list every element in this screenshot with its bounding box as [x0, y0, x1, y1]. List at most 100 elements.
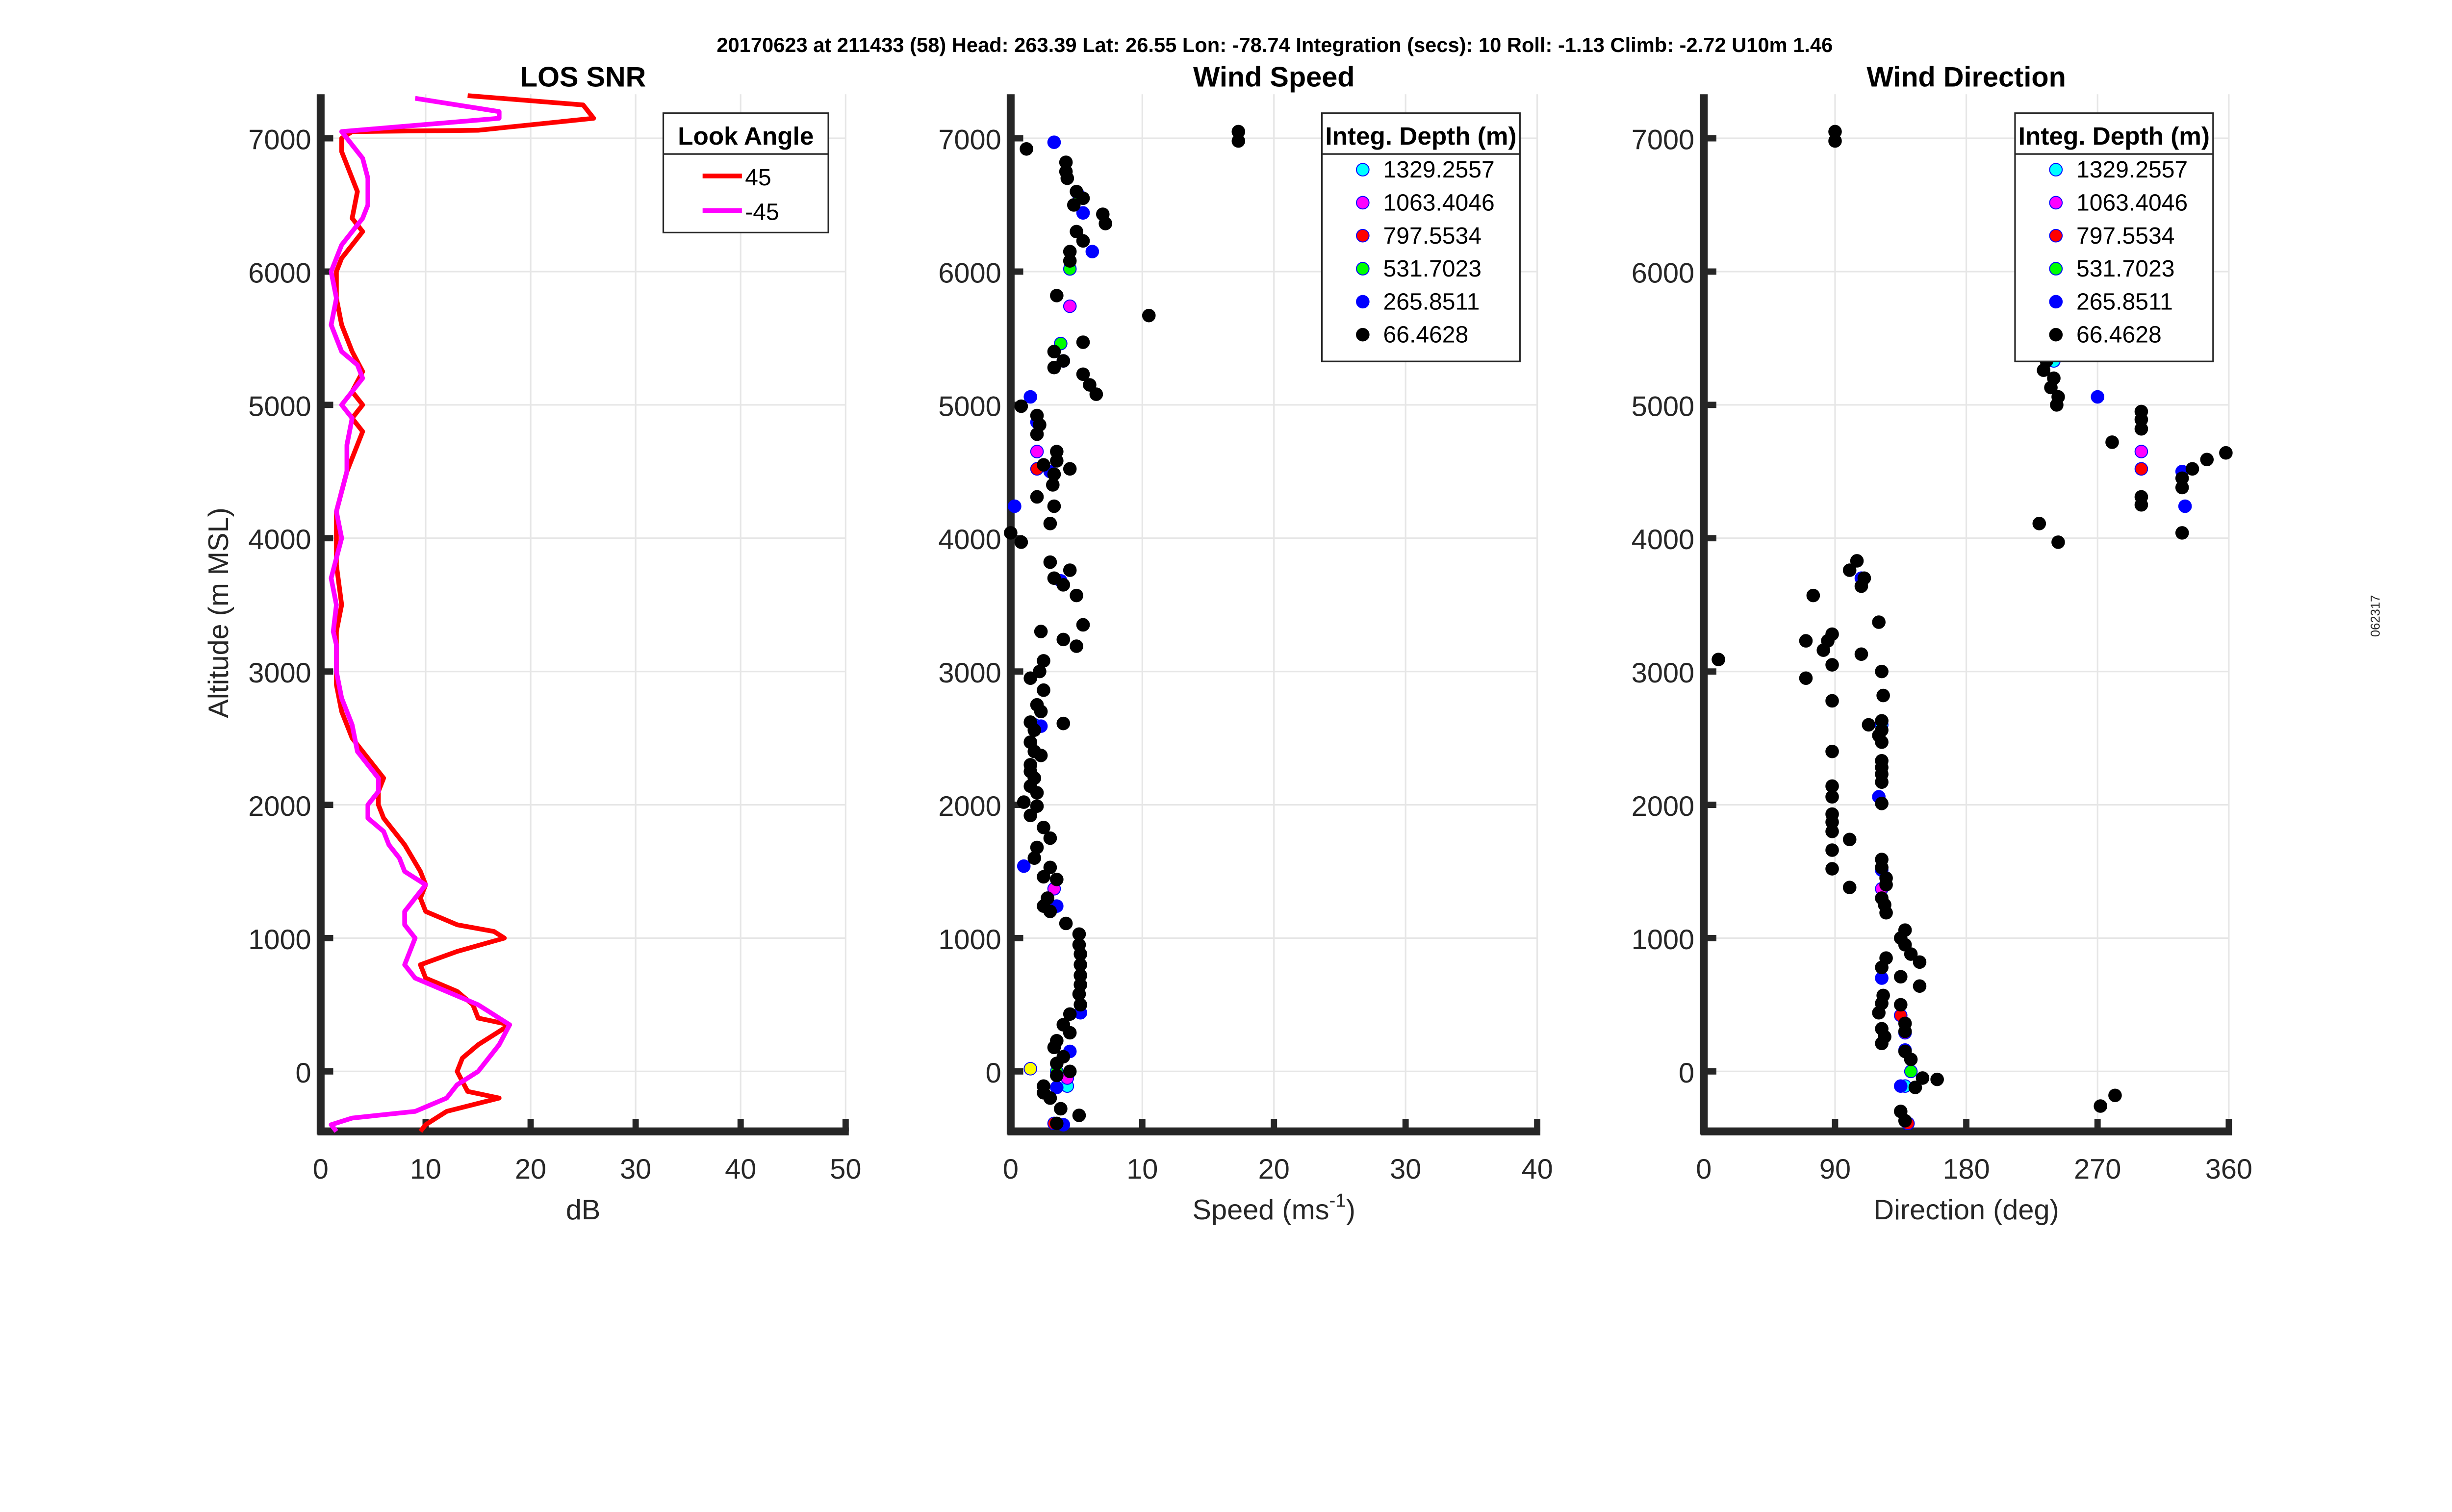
legend-entry-label: 531.7023: [2076, 255, 2174, 282]
legend-marker-swatch: [2049, 328, 2063, 342]
y-tick-label: 0: [986, 1058, 1001, 1089]
legend-marker-swatch: [1356, 328, 1370, 342]
legend-marker-swatch: [1356, 262, 1370, 276]
data-point: [1876, 688, 1890, 703]
data-point: [1067, 198, 1081, 212]
data-point: [1043, 555, 1057, 569]
data-point: [1875, 664, 1889, 679]
figure-suptitle: 20170623 at 211433 (58) Head: 263.39 Lat…: [716, 33, 1833, 56]
data-point: [1854, 579, 1868, 593]
data-point: [1825, 744, 1839, 758]
x-tick-label: 90: [1819, 1154, 1851, 1185]
data-point: [1875, 1036, 1889, 1051]
data-point: [1014, 399, 1028, 413]
data-point: [1070, 588, 1083, 603]
data-point: [1085, 245, 1099, 258]
x-axis-label-base: Speed (ms: [1193, 1194, 1329, 1226]
data-point: [1854, 647, 1868, 661]
data-point: [2134, 445, 2148, 458]
legend: Integ. Depth (m) 1329.2557 1063.4046 797.55…: [1321, 112, 1521, 362]
data-point: [2134, 422, 2148, 436]
data-point: [1050, 1057, 1064, 1070]
data-point: [1047, 345, 1061, 358]
panels: 0 10 20 30 40 5001000200030004000500060007000…: [203, 61, 2252, 1226]
data-point: [1043, 1091, 1057, 1105]
data-point: [1033, 664, 1047, 679]
data-point: [2178, 499, 2192, 513]
legend-marker-swatch: [1356, 228, 1370, 243]
data-point: [1063, 462, 1077, 476]
side-stamp: 062317: [2369, 595, 2383, 637]
data-point: [1050, 1068, 1064, 1083]
data-point: [1034, 625, 1048, 638]
data-point: [1037, 683, 1050, 697]
legend-entry-label: 265.8511: [1383, 288, 1480, 315]
data-point: [1059, 916, 1073, 931]
y-tick-label: 6000: [938, 257, 1001, 289]
y-tick-label: 1000: [938, 924, 1001, 956]
data-point: [1027, 851, 1041, 865]
legend-title: Look Angle: [678, 122, 814, 150]
data-point: [1711, 653, 1725, 666]
x-axis-label: Speed (ms-1): [1193, 1190, 1355, 1226]
x-axis-label: dB: [566, 1194, 601, 1226]
legend-title: Integ. Depth (m): [1325, 122, 1516, 150]
data-point: [1825, 825, 1839, 838]
data-point: [1908, 1081, 1922, 1094]
x-axis-label-end: ): [1346, 1194, 1355, 1226]
data-point: [1806, 588, 1820, 603]
data-point: [2134, 462, 2148, 476]
legend-marker-swatch: [2049, 295, 2063, 309]
data-point: [2037, 363, 2050, 377]
data-point: [1076, 618, 1090, 632]
y-tick-label: 6000: [1632, 257, 1694, 289]
data-point: [1008, 499, 1022, 513]
data-point: [1076, 367, 1090, 381]
data-point: [2044, 380, 2058, 395]
data-point: [1043, 831, 1057, 845]
data-point: [1034, 749, 1048, 762]
data-point: [1017, 859, 1031, 873]
data-point: [1054, 1102, 1068, 1116]
data-point: [1825, 843, 1839, 857]
data-point: [1894, 998, 1908, 1012]
data-point: [1231, 134, 1246, 148]
y-tick-label: 7000: [1632, 124, 1694, 155]
data-point: [1050, 454, 1064, 468]
data-point: [1037, 870, 1050, 884]
data-point: [1879, 906, 1893, 920]
legend-marker-swatch: [1356, 196, 1370, 210]
legend-marker-swatch: [2049, 228, 2063, 243]
data-point: [1056, 632, 1071, 647]
data-point: [1030, 786, 1044, 800]
y-tick-label: 3000: [248, 657, 311, 689]
data-point: [1047, 360, 1061, 375]
data-point: [1076, 191, 1090, 205]
data-point: [1014, 535, 1028, 549]
y-tick-label: 6000: [248, 257, 311, 289]
data-point: [1004, 526, 1018, 540]
data-point: [1875, 960, 1889, 975]
y-tick-label: 4000: [248, 524, 311, 555]
legend-marker-swatch: [2049, 163, 2063, 176]
y-tick-label: 0: [296, 1058, 311, 1089]
data-point: [1030, 445, 1044, 458]
y-tick-label: 3000: [1632, 657, 1694, 689]
data-point: [1073, 998, 1087, 1012]
data-point: [1063, 1064, 1077, 1079]
x-axis-label-superscript: -1: [1329, 1190, 1346, 1211]
x-tick-label: 20: [515, 1154, 546, 1185]
legend-entry-label: 45: [745, 164, 771, 191]
y-tick-label: 1000: [1632, 924, 1694, 956]
data-point: [1872, 1006, 1886, 1020]
data-point: [1047, 499, 1061, 513]
data-point: [1816, 643, 1830, 657]
y-tick-label: 5000: [248, 391, 311, 422]
legend-marker-swatch: [2049, 196, 2063, 210]
data-point: [1825, 694, 1839, 708]
data-point: [1043, 905, 1057, 918]
y-tick-label: 4000: [1632, 524, 1694, 555]
data-point: [2091, 390, 2105, 404]
data-point: [1894, 970, 1908, 984]
data-point: [1916, 1071, 1930, 1085]
